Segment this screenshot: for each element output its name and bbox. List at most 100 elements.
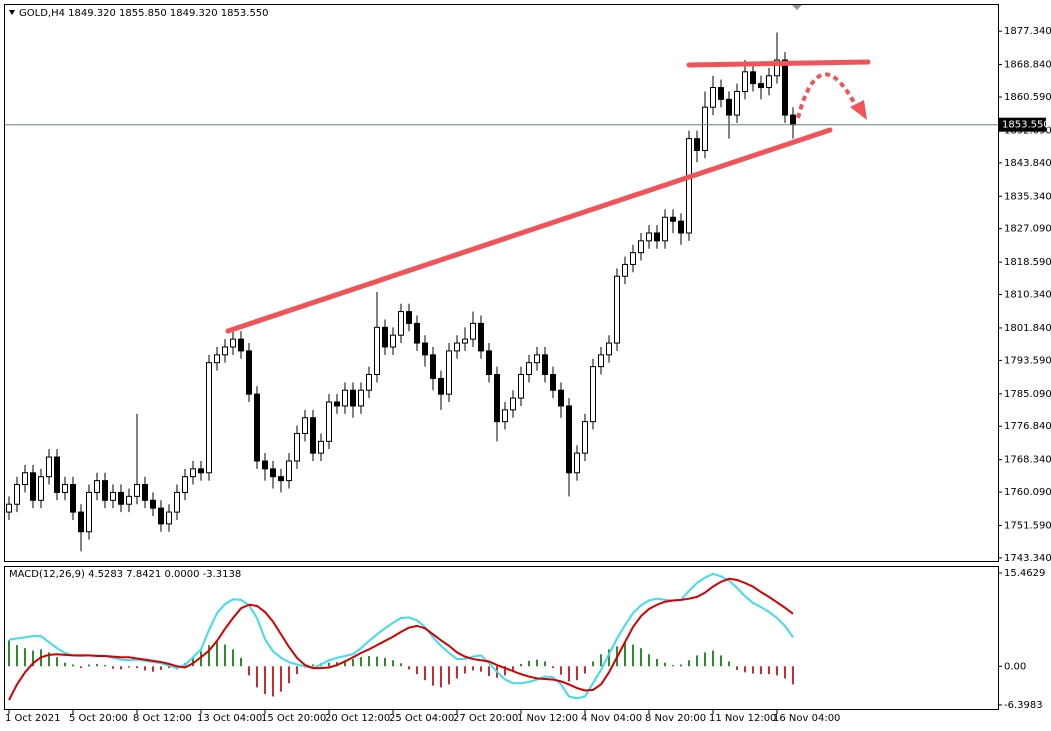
shift-marker [792, 5, 802, 10]
x-tick-label: 27 Oct 20:00 [453, 713, 518, 724]
candle-body [182, 476, 188, 493]
candle-body [622, 263, 628, 277]
histogram-bar [680, 664, 682, 667]
candle-body [582, 421, 588, 454]
histogram-bar [728, 661, 730, 667]
candle-body [318, 440, 324, 454]
candle-body [30, 472, 36, 501]
projection-arrow [796, 72, 860, 119]
candle-body [550, 373, 556, 391]
histogram-bar [48, 652, 50, 667]
histogram-bar [328, 662, 330, 667]
histogram-bar [392, 660, 394, 667]
histogram-bar [608, 649, 610, 667]
histogram-bar [720, 655, 722, 667]
main-panel [4, 4, 999, 562]
histogram-bar [416, 666, 418, 675]
histogram-bar [784, 666, 786, 679]
histogram-bar [648, 654, 650, 667]
last-price-box [998, 117, 1046, 132]
candle-body [694, 138, 700, 151]
y-tick-label: 1860.590 [1004, 92, 1051, 103]
y-tick-label: 1868.840 [1004, 60, 1051, 71]
x-tick-label: 15 Oct 20:00 [261, 713, 326, 724]
y-tick-label: 1877.340 [1004, 26, 1051, 37]
candle-body [358, 389, 364, 407]
histogram-bar [552, 666, 554, 669]
histogram-bar [96, 663, 98, 667]
candle-body [54, 456, 60, 493]
y-tick-label: 1818.590 [1004, 257, 1051, 268]
candle-body [134, 484, 140, 497]
candle-body [70, 484, 76, 513]
histogram-bar [136, 666, 138, 669]
histogram-bar [456, 666, 458, 679]
histogram-bar [160, 666, 162, 670]
candle-body [678, 220, 684, 234]
y-tick-label: 15.4629 [1004, 568, 1045, 579]
histogram-bar [584, 666, 586, 674]
histogram-bar [232, 649, 234, 667]
indicator-line [8, 572, 794, 700]
y-tick-label: 1827.090 [1004, 224, 1051, 235]
candle-body [510, 397, 516, 411]
candle-body [654, 232, 660, 242]
histogram-bar [432, 666, 434, 686]
histogram-bar [296, 666, 298, 675]
y-tick-label: 1751.590 [1004, 520, 1051, 531]
y-tick-label: 1785.090 [1004, 389, 1051, 400]
candle-body [350, 389, 356, 407]
histogram-bar [24, 648, 26, 667]
histogram-bar [688, 660, 690, 667]
histogram-bar [736, 666, 738, 670]
histogram-bar [376, 656, 378, 667]
x-tick-label: 13 Oct 04:00 [197, 713, 262, 724]
histogram-bar [672, 665, 674, 667]
histogram-bar [400, 663, 402, 667]
candle-body [310, 417, 316, 454]
candle-body [750, 71, 756, 85]
candle-body [174, 491, 180, 513]
histogram-bar [80, 666, 82, 669]
histogram-bar [344, 660, 346, 667]
candle-body [566, 405, 572, 474]
candle-body [430, 354, 436, 379]
candle-body [86, 491, 92, 533]
histogram-bar [528, 660, 530, 667]
menu-arrow[interactable] [9, 10, 15, 15]
candle-body [630, 252, 636, 265]
histogram-bar [56, 657, 58, 667]
candle-body [742, 71, 748, 92]
candle-body [94, 480, 100, 493]
candle-body [374, 326, 380, 375]
histogram-bar [104, 665, 106, 667]
histogram-bar [120, 666, 122, 670]
chart-title: GOLD,H4 1849.320 1855.850 1849.320 1853.… [19, 8, 269, 19]
candle-body [518, 373, 524, 399]
histogram-bar [704, 652, 706, 667]
y-tick-label: 1743.340 [1004, 553, 1051, 564]
histogram-bar [792, 666, 794, 685]
histogram-bar [112, 666, 114, 669]
histogram-bar [776, 666, 778, 676]
candle-body [6, 503, 12, 513]
candle-body [462, 338, 468, 344]
histogram-bar [8, 640, 10, 667]
x-tick-label: 4 Nov 04:00 [581, 713, 642, 724]
indicator-panel [4, 566, 999, 710]
y-tick-label: -6.3983 [1004, 700, 1043, 711]
x-tick-label: 5 Oct 20:00 [69, 713, 128, 724]
candle-body [670, 216, 676, 222]
candle-body [334, 401, 340, 407]
annotations [225, 59, 871, 334]
histogram-bar [424, 666, 426, 681]
candle-body [286, 460, 292, 482]
candle-body [22, 472, 28, 486]
histogram-bar [568, 666, 570, 682]
candle-body [702, 106, 708, 151]
candle-body [222, 346, 228, 356]
histogram-bar [576, 666, 578, 681]
candle-body [734, 90, 740, 116]
arrow-head [850, 100, 867, 120]
candle-body [718, 87, 724, 100]
